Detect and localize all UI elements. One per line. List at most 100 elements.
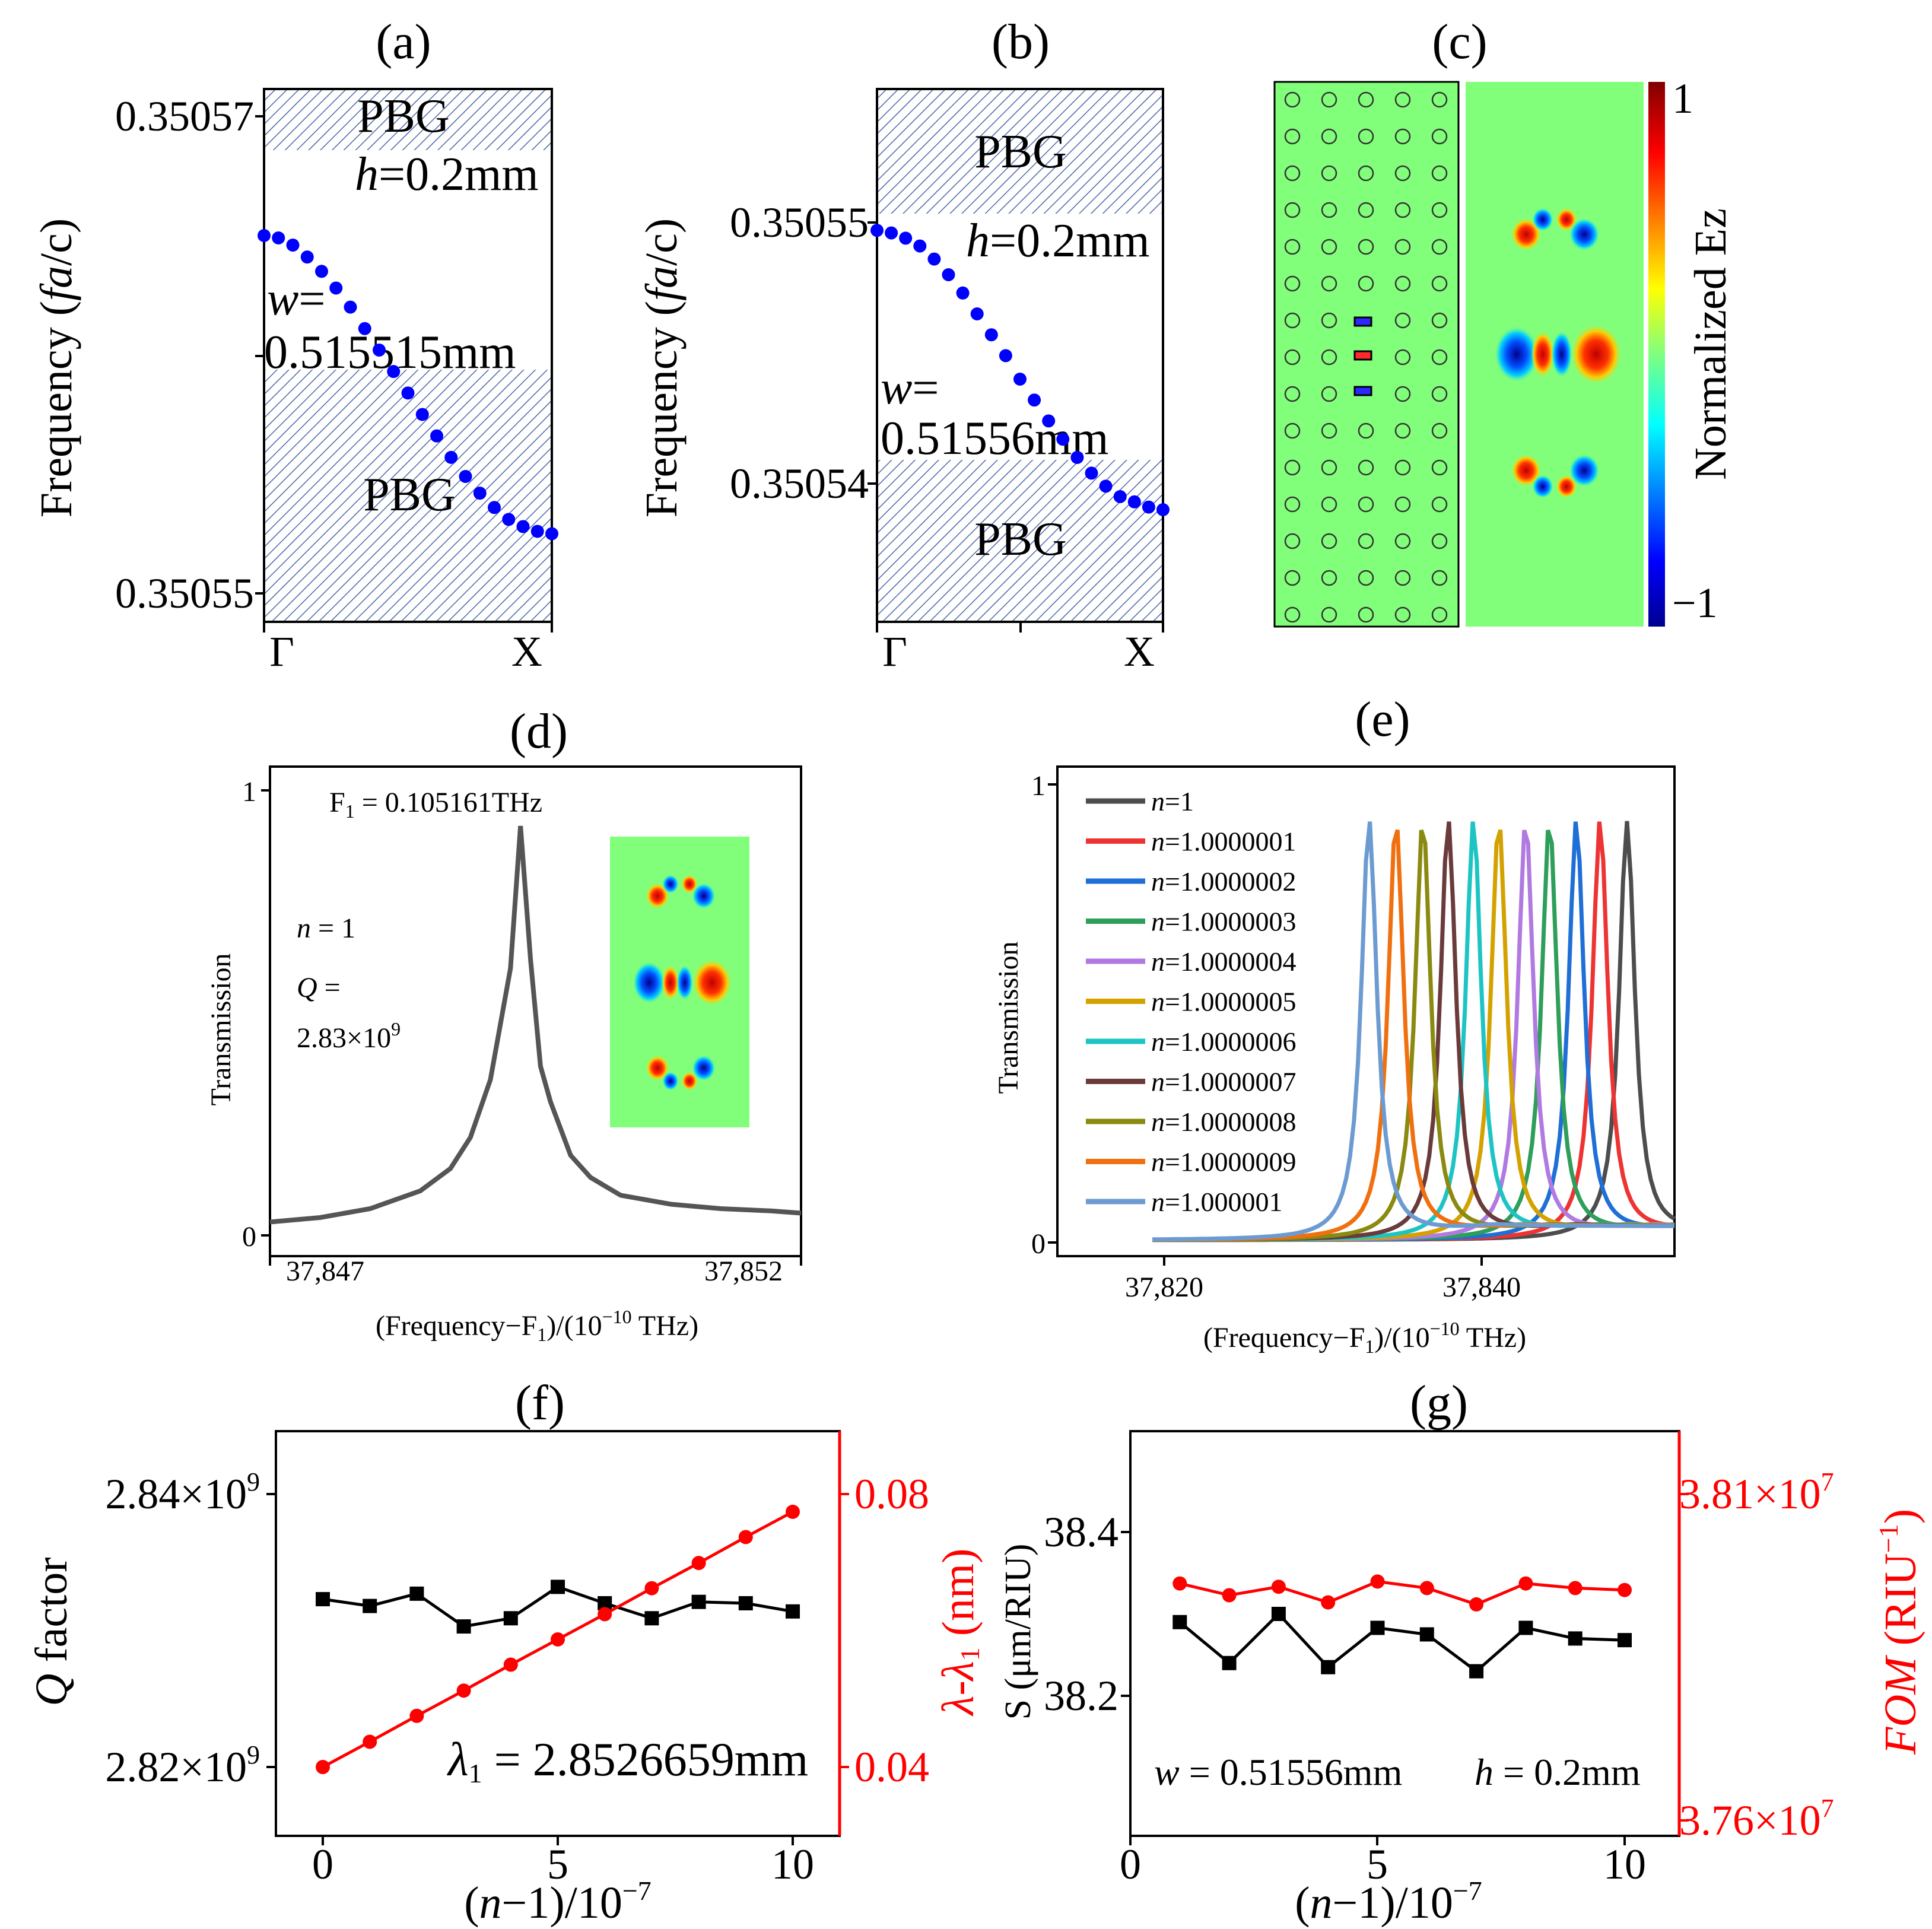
band-point — [1070, 451, 1084, 464]
xtick-label-d-1: 37,852 — [704, 1256, 783, 1287]
band-point — [344, 300, 357, 314]
xtick-label-g-0: 0 — [1120, 1841, 1141, 1888]
panel-e: (e) 1 0 37,820 37,840 Transmission (Freq… — [993, 692, 1676, 1357]
field-lobe — [1531, 330, 1555, 378]
data-point — [738, 1530, 753, 1545]
data-point — [691, 1556, 706, 1571]
xtick-label-d-0: 37,847 — [286, 1256, 364, 1287]
lattice-hole — [1321, 422, 1337, 439]
field-lobe — [1532, 208, 1553, 231]
lattice-hole — [1284, 239, 1301, 255]
xtick-label-b-1: X — [1124, 628, 1155, 675]
ylabel-g-left: S (μm/RIU) — [998, 1544, 1038, 1720]
lattice-holes — [1284, 91, 1448, 623]
data-point — [1469, 1664, 1484, 1679]
xtick-label-g-2: 10 — [1603, 1841, 1646, 1888]
lattice-hole — [1431, 459, 1448, 476]
lattice-hole — [1358, 422, 1374, 439]
data-point — [691, 1594, 706, 1609]
legend-label: n=1.0000001 — [1151, 827, 1296, 857]
band-point — [286, 239, 300, 252]
lattice-hole — [1321, 165, 1337, 182]
w-label-g: w = 0.51556mm — [1154, 1751, 1402, 1793]
field-lobe — [1551, 330, 1572, 378]
inset-lobe — [646, 883, 669, 909]
data-point — [1271, 1607, 1286, 1621]
panel-a: (a) 0.35057 0.35055 Γ X Frequency (fa/c)… — [31, 14, 558, 675]
lattice-hole — [1358, 239, 1374, 255]
xtick-label-f-1: 5 — [547, 1841, 568, 1888]
xtick-label-g-1: 5 — [1367, 1841, 1388, 1888]
lattice-hole — [1394, 570, 1411, 586]
lattice-hole — [1321, 202, 1337, 218]
data-point — [1222, 1655, 1237, 1670]
transmission-curves-e — [1152, 821, 1676, 1242]
data-point — [1321, 1595, 1336, 1610]
band-point — [502, 513, 516, 526]
lattice-hole — [1394, 239, 1411, 255]
lattice-hole — [1321, 349, 1337, 366]
lattice-hole — [1321, 496, 1337, 513]
data-point — [1618, 1633, 1632, 1648]
xtick-label-f-0: 0 — [312, 1841, 333, 1888]
data-point — [738, 1596, 753, 1610]
xtick-label-a-0: Γ — [269, 628, 294, 675]
field-lobe — [1556, 475, 1577, 498]
band-point — [1042, 414, 1056, 428]
data-point — [598, 1596, 612, 1610]
transmission-curve — [1152, 821, 1674, 1242]
data-point — [363, 1599, 377, 1613]
field-lobe — [1511, 454, 1542, 487]
field-lobe — [1570, 323, 1622, 385]
data-point — [1172, 1615, 1187, 1629]
data-point — [786, 1504, 800, 1519]
inset-lobe — [662, 965, 679, 1000]
legend-label: n=1.0000003 — [1151, 907, 1296, 937]
band-points-b — [870, 224, 1170, 516]
series-line — [1178, 1612, 1625, 1673]
lattice-hole — [1394, 422, 1411, 439]
band-point — [970, 307, 984, 320]
pbg-top-a — [264, 89, 552, 150]
w-value-b: 0.51556mm — [881, 412, 1108, 465]
legend-label: n=1 — [1151, 786, 1194, 816]
band-point — [488, 501, 501, 514]
lattice-hole — [1284, 496, 1301, 513]
lattice-hole — [1284, 422, 1301, 439]
inset-lobe — [692, 883, 716, 909]
xtick-label-e-0: 37,820 — [1125, 1272, 1203, 1303]
band-point — [373, 343, 386, 357]
band-point — [530, 525, 544, 538]
plot-frame-e — [1056, 765, 1676, 1257]
lattice-hole — [1321, 275, 1337, 292]
pbg-label-b-top: PBG — [974, 126, 1067, 178]
ylabel-a: Frequency (fa/c) — [31, 218, 81, 517]
lattice-hole — [1284, 275, 1301, 292]
lattice-hole — [1321, 459, 1337, 476]
data-point — [598, 1607, 612, 1622]
band-point — [300, 250, 314, 264]
series-g — [1172, 1574, 1632, 1679]
xlabel-e: (Frequency−F1)/(10−10 THz) — [1203, 1318, 1526, 1357]
lattice-hole — [1431, 606, 1448, 623]
lattice-hole — [1358, 496, 1374, 513]
ytick-label-g-right-1: 3.76×107 — [1679, 1794, 1834, 1844]
ytick-label-b-1: 0.35054 — [730, 460, 869, 507]
lattice-hole — [1358, 91, 1374, 108]
band-point — [473, 487, 487, 500]
lattice-hole — [1394, 275, 1411, 292]
data-point — [1568, 1631, 1583, 1646]
band-points-a — [258, 229, 558, 541]
inset-lobe — [692, 959, 732, 1006]
legend-label: n=1.0000007 — [1151, 1067, 1296, 1097]
lattice-hole — [1284, 202, 1301, 218]
inset-lobe — [633, 961, 666, 1004]
data-point — [644, 1581, 659, 1596]
band-point — [387, 365, 401, 379]
panel-f: (f) 2.84×109 2.82×109 0.08 0.04 0 5 10 (… — [27, 1375, 985, 1928]
data-point — [1370, 1574, 1385, 1589]
lattice-hole — [1394, 202, 1411, 218]
panel-b-title: (b) — [992, 14, 1050, 69]
lattice-hole — [1321, 91, 1337, 108]
data-point — [316, 1760, 330, 1774]
